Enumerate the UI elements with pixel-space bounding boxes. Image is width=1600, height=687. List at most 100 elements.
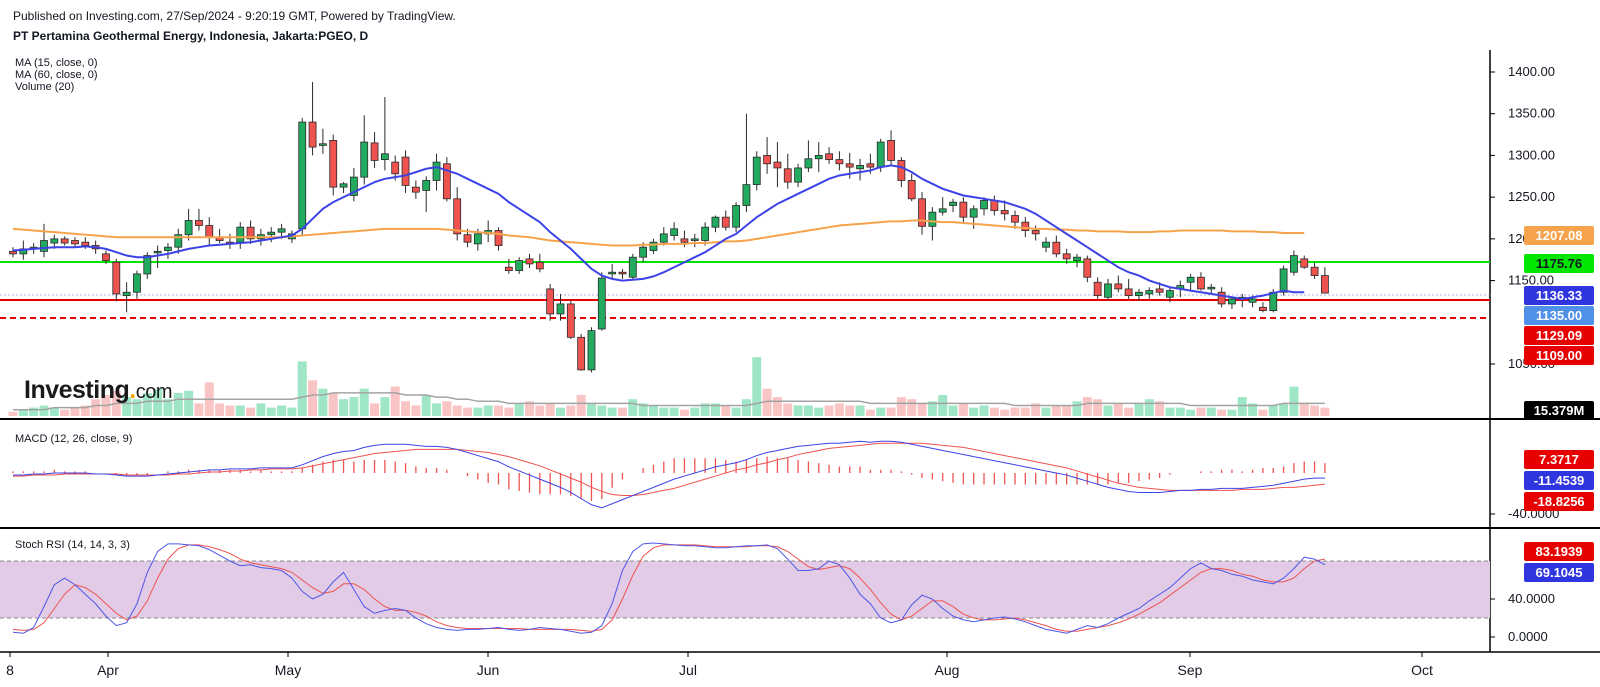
candle-body	[639, 246, 648, 258]
candle-body	[577, 336, 586, 371]
volume-bar	[752, 357, 762, 416]
candle-body	[1011, 215, 1019, 223]
candle-body	[349, 176, 358, 196]
candle-body	[380, 153, 389, 160]
volume-bar	[328, 392, 338, 416]
candle-body	[370, 142, 379, 161]
candle-body	[556, 303, 565, 315]
volume-bar	[1062, 405, 1072, 416]
candle-body	[504, 266, 513, 271]
volume-bar	[390, 386, 400, 416]
candle	[246, 220, 255, 244]
candle-body	[1321, 275, 1329, 294]
candle-body	[463, 234, 472, 243]
macd-hist-label: 7.3717	[1524, 450, 1594, 469]
volume-bar	[463, 407, 473, 416]
volume-bar	[287, 407, 297, 416]
volume-bar	[8, 411, 18, 416]
candle-body	[825, 153, 833, 160]
volume-bar	[555, 407, 565, 416]
volume-bar	[803, 405, 813, 416]
volume-bar	[793, 405, 803, 416]
candle-body	[195, 220, 203, 226]
candle-body	[721, 216, 730, 228]
volume-bar	[132, 399, 142, 416]
candle-body	[566, 303, 575, 338]
candle-body	[205, 225, 214, 238]
candle	[370, 132, 379, 168]
candle-body	[391, 161, 400, 175]
ma15-line	[12, 164, 1305, 300]
candle-body	[980, 200, 988, 210]
ma15-legend[interactable]: MA (15, close, 0)	[15, 57, 98, 69]
volume-bar	[958, 403, 968, 416]
volume-bar	[1113, 403, 1123, 416]
candle	[1000, 200, 1009, 221]
candle	[928, 207, 937, 241]
candle-body	[1217, 291, 1226, 305]
volume-bar	[153, 388, 163, 416]
stoch-k-line	[12, 542, 1326, 634]
volume-bar	[349, 397, 359, 416]
candle-body	[587, 330, 596, 371]
candle	[690, 233, 699, 248]
volume-bar	[1289, 386, 1299, 416]
macd-legend[interactable]: MACD (12, 26, close, 9)	[15, 433, 133, 445]
candle-body	[659, 233, 668, 243]
candle	[1207, 283, 1216, 294]
volume-bar	[741, 399, 751, 416]
candle-body	[153, 250, 162, 254]
volume-bar	[1258, 409, 1268, 416]
candle-body	[938, 208, 947, 213]
candle	[9, 247, 17, 258]
candle	[763, 137, 771, 174]
stoch-legend[interactable]: Stoch RSI (14, 14, 3, 3)	[15, 539, 130, 551]
candle	[752, 151, 761, 191]
candle-body	[473, 233, 482, 245]
volume-bar	[215, 403, 225, 416]
candle	[164, 243, 172, 259]
candle-body	[1114, 283, 1123, 290]
candle	[1197, 272, 1205, 291]
candle-body	[236, 226, 245, 243]
candle	[339, 182, 348, 193]
volume-bar	[1268, 405, 1278, 416]
candle	[153, 245, 162, 269]
candle	[453, 187, 462, 241]
volume-bar	[442, 401, 452, 416]
candle-body	[535, 261, 544, 270]
volume-bar	[731, 407, 741, 416]
volume-bar	[535, 405, 545, 416]
volume-legend[interactable]: Volume (20)	[15, 81, 75, 93]
candle	[515, 257, 524, 274]
volume-bar	[359, 388, 369, 416]
volume-bar	[1000, 409, 1010, 416]
volume-ma-line	[13, 392, 1325, 411]
candle	[835, 151, 844, 171]
volume-bar	[225, 405, 235, 416]
candle-body	[546, 288, 555, 315]
volume-bar	[700, 403, 710, 416]
candle	[1062, 248, 1071, 264]
candle	[1011, 210, 1019, 229]
candle-body	[887, 140, 895, 161]
volume-bar	[308, 380, 318, 416]
candle	[1073, 253, 1081, 268]
volume-bar	[834, 403, 844, 416]
candle	[236, 222, 245, 249]
candle	[318, 128, 327, 154]
volume-value-label: 15.379M	[1524, 401, 1594, 420]
candle	[60, 236, 69, 246]
volume-bar	[1103, 405, 1113, 416]
candle-body	[1021, 221, 1030, 231]
ma60-legend[interactable]: MA (60, close, 0)	[15, 69, 98, 81]
macd-line	[13, 440, 1325, 509]
candle-body	[246, 226, 255, 240]
candle-body	[1290, 255, 1298, 273]
price-tick-label: 1300.00	[1508, 147, 1555, 162]
volume-bar	[163, 399, 173, 416]
volume-bar	[886, 407, 896, 416]
volume-bar	[814, 407, 824, 416]
volume-bar	[122, 397, 132, 416]
